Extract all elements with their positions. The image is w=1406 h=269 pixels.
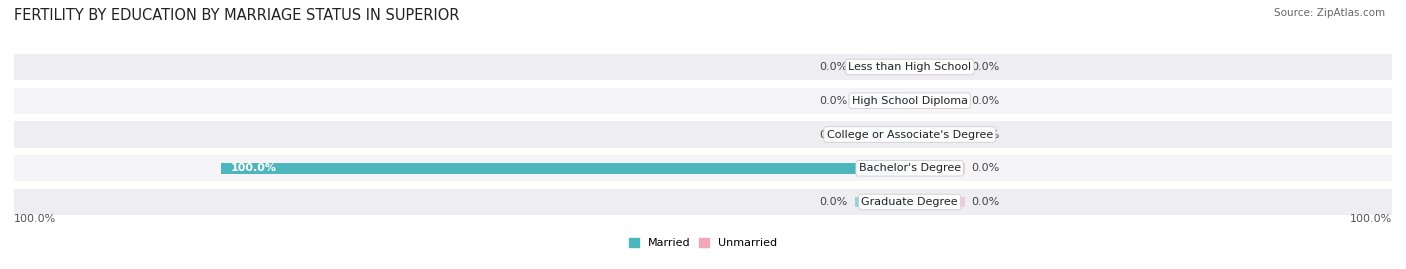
Bar [910,95,965,106]
Text: 0.0%: 0.0% [972,197,1000,207]
Text: 0.0%: 0.0% [972,62,1000,72]
Text: Source: ZipAtlas.com: Source: ZipAtlas.com [1274,8,1385,18]
Bar [855,129,910,140]
Bar [910,163,965,174]
Text: 0.0%: 0.0% [820,62,848,72]
Bar [14,189,1392,215]
Text: Graduate Degree: Graduate Degree [862,197,957,207]
Text: 100.0%: 100.0% [14,214,56,224]
Text: Less than High School: Less than High School [848,62,972,72]
Text: 0.0%: 0.0% [972,163,1000,173]
Bar [910,62,965,72]
Bar [855,95,910,106]
Legend: Married, Unmarried: Married, Unmarried [624,234,782,253]
Bar [855,197,910,207]
Text: 0.0%: 0.0% [820,96,848,106]
Bar [855,62,910,72]
Text: FERTILITY BY EDUCATION BY MARRIAGE STATUS IN SUPERIOR: FERTILITY BY EDUCATION BY MARRIAGE STATU… [14,8,460,23]
Bar [14,88,1392,114]
Bar [14,121,1392,148]
Text: High School Diploma: High School Diploma [852,96,967,106]
Bar [910,129,965,140]
Text: 100.0%: 100.0% [231,163,277,173]
Text: 0.0%: 0.0% [972,129,1000,140]
Text: College or Associate's Degree: College or Associate's Degree [827,129,993,140]
Text: Bachelor's Degree: Bachelor's Degree [859,163,960,173]
Bar [14,155,1392,181]
Text: 100.0%: 100.0% [1350,214,1392,224]
Bar [221,163,910,174]
Text: 0.0%: 0.0% [820,129,848,140]
Text: 0.0%: 0.0% [820,197,848,207]
Bar [910,197,965,207]
Bar [14,54,1392,80]
Text: 0.0%: 0.0% [972,96,1000,106]
